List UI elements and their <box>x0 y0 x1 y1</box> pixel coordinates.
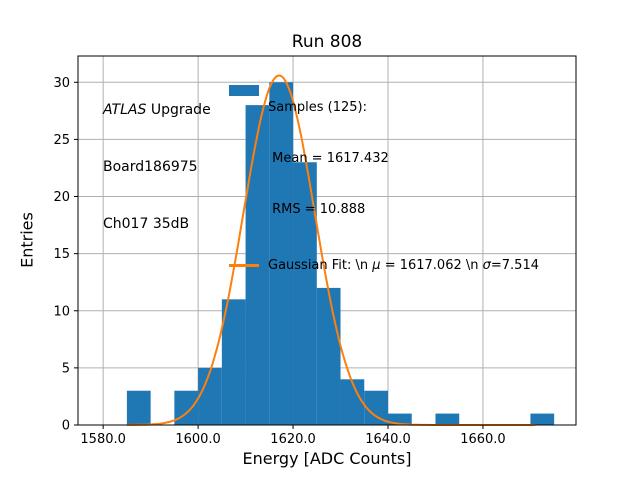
histogram-bar <box>269 82 294 425</box>
legend-samples-line3: RMS = 10.888 <box>268 202 366 217</box>
histogram-bar <box>174 390 199 425</box>
x-tick-label: 1580.0 <box>80 432 126 447</box>
annotation-atlas: ATLAS <box>103 102 147 118</box>
axes-frame <box>77 55 577 426</box>
histogram-bar <box>316 287 341 425</box>
y-tick-label: 10 <box>53 304 70 319</box>
x-tick-label: 1640.0 <box>365 432 411 447</box>
histogram-bar <box>435 413 460 425</box>
histogram-bar <box>530 413 555 425</box>
legend-fit-mu-symbol: μ <box>372 258 381 273</box>
legend: Samples (125): Mean = 1617.432 RMS = 10.… <box>229 65 539 274</box>
annotation-upgrade: Upgrade <box>146 102 211 118</box>
legend-entry-samples: Samples (125): Mean = 1617.432 RMS = 10.… <box>229 65 539 252</box>
legend-fit-sigma-symbol: σ <box>482 258 491 273</box>
legend-samples-label: Samples (125): Mean = 1617.432 RMS = 10.… <box>268 65 539 252</box>
histogram-bar <box>340 379 365 425</box>
legend-fit-suffix: =7.514 <box>490 258 539 273</box>
y-axis: 0 5 10 15 20 25 30 <box>53 76 78 434</box>
legend-fit-prefix: Gaussian Fit: \n <box>268 258 373 273</box>
legend-fit-mid: = 1617.062 \n <box>380 258 483 273</box>
x-tick-label: 1600.0 <box>175 432 221 447</box>
y-tick-label: 30 <box>53 76 70 91</box>
x-tick-label: 1620.0 <box>270 432 316 447</box>
legend-samples-line2: Mean = 1617.432 <box>268 151 389 166</box>
y-axis-label: Entries <box>17 212 37 268</box>
legend-samples-swatch <box>229 85 259 96</box>
histogram-bar <box>126 390 151 425</box>
annotation-text: ATLAS Upgrade Board186975 Ch017 35dB <box>103 63 211 272</box>
legend-fit-label: Gaussian Fit: \n μ = 1617.062 \n σ=7.514 <box>268 257 539 274</box>
legend-samples-line1: Samples (125): <box>268 100 367 115</box>
histogram-bar <box>364 390 389 425</box>
legend-fit-line-swatch <box>229 264 259 267</box>
legend-entry-fit: Gaussian Fit: \n μ = 1617.062 \n σ=7.514 <box>229 257 539 274</box>
histogram-bar <box>198 367 222 425</box>
y-tick-label: 20 <box>53 190 70 205</box>
histogram-bar <box>388 413 412 425</box>
y-tick-label: 0 <box>62 419 70 434</box>
histogram-bar <box>293 162 317 426</box>
annotation-channel: Ch017 35dB <box>103 216 190 232</box>
y-tick-label: 5 <box>62 361 70 376</box>
x-axis: 1580.0 1600.0 1620.0 1640.0 1660.0 <box>80 425 506 447</box>
chart-title: Run 808 <box>291 32 363 52</box>
annotation-board: Board186975 <box>103 159 198 175</box>
y-tick-label: 15 <box>53 247 70 262</box>
histogram-bar <box>221 299 246 425</box>
y-tick-label: 25 <box>53 133 70 148</box>
x-tick-label: 1660.0 <box>460 432 506 447</box>
x-axis-label: Energy [ADC Counts] <box>242 449 412 468</box>
annotation-line-atlas: ATLAS Upgrade <box>103 101 211 120</box>
